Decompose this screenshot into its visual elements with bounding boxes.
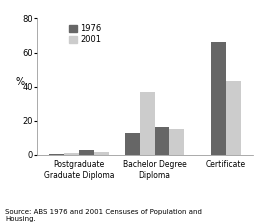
Bar (211, 42, 226, 155)
Bar (79, 150, 94, 155)
Legend: 1976, 2001: 1976, 2001 (67, 23, 103, 46)
Bar (169, 129, 184, 155)
Bar (64, 153, 79, 155)
Bar (154, 127, 169, 155)
Bar (125, 133, 140, 155)
Bar (140, 92, 155, 155)
Y-axis label: %: % (15, 77, 24, 87)
Bar (49, 154, 64, 155)
Bar (94, 152, 109, 155)
Bar (226, 81, 241, 155)
Text: Source: ABS 1976 and 2001 Censuses of Population and
Housing.: Source: ABS 1976 and 2001 Censuses of Po… (5, 209, 202, 222)
